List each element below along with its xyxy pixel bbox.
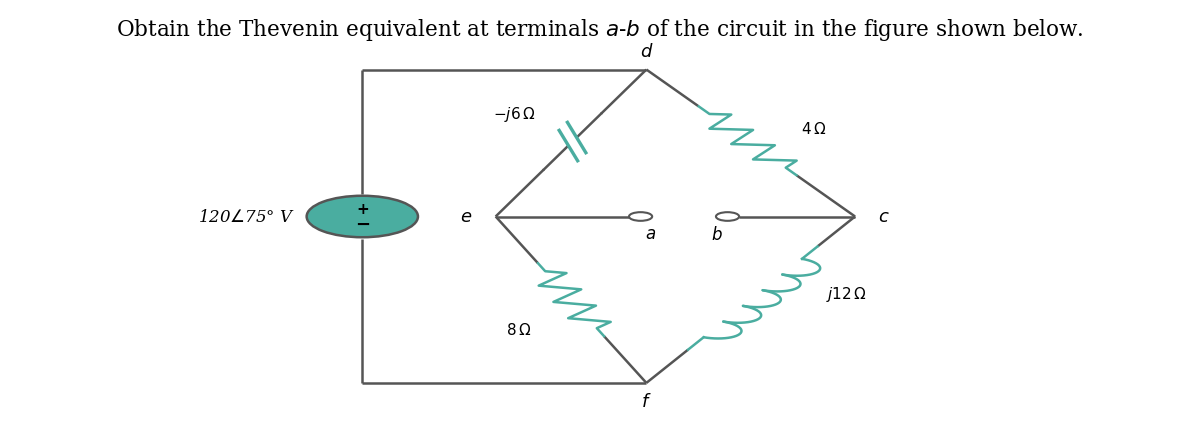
Text: +: + [356, 202, 368, 217]
Circle shape [307, 196, 418, 238]
Text: $4\,\Omega$: $4\,\Omega$ [802, 121, 827, 137]
Text: $c$: $c$ [878, 208, 890, 226]
Text: 120$\angle$75° V: 120$\angle$75° V [198, 208, 295, 226]
Text: $j12\,\Omega$: $j12\,\Omega$ [827, 285, 868, 304]
Text: Obtain the Thevenin equivalent at terminals $a$-$b$ of the circuit in the figure: Obtain the Thevenin equivalent at termin… [116, 16, 1084, 43]
Text: $a$: $a$ [646, 226, 656, 243]
Text: $-j6\,\Omega$: $-j6\,\Omega$ [493, 105, 535, 123]
Text: $8\,\Omega$: $8\,\Omega$ [506, 322, 532, 338]
Circle shape [629, 213, 652, 221]
Text: $f$: $f$ [641, 392, 652, 411]
Circle shape [716, 213, 739, 221]
Text: $b$: $b$ [712, 226, 722, 243]
Text: $d$: $d$ [640, 43, 653, 61]
Text: −: − [355, 216, 370, 234]
Text: $e$: $e$ [460, 208, 473, 226]
